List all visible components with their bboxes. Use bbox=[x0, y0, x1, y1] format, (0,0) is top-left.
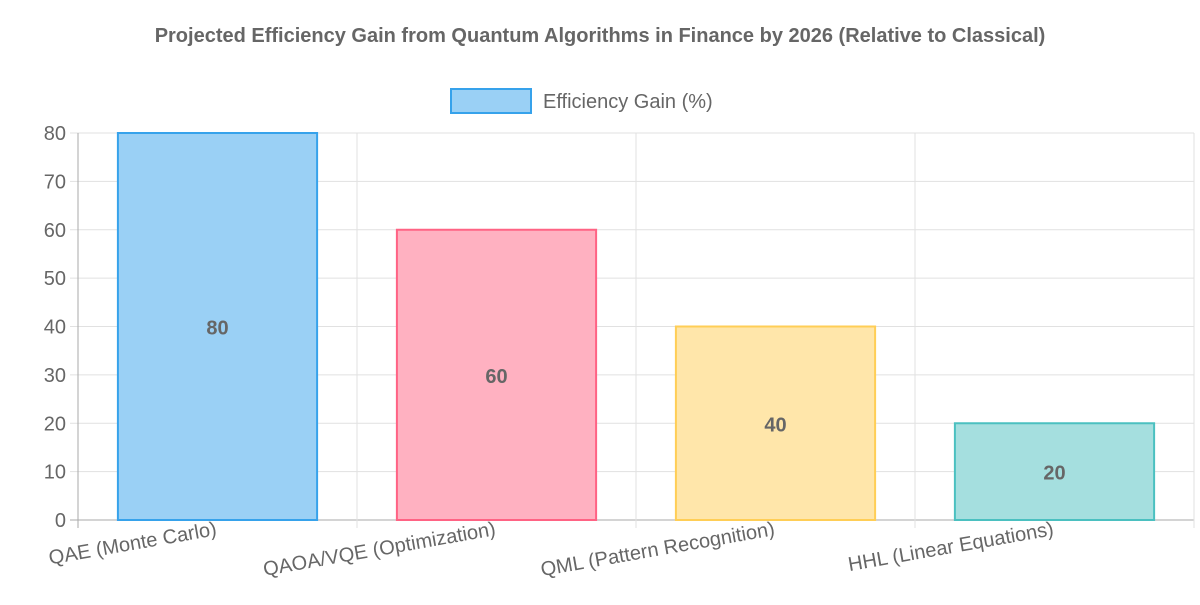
y-tick-label: 70 bbox=[44, 171, 66, 193]
legend[interactable]: Efficiency Gain (%) bbox=[450, 88, 713, 114]
data-label: 60 bbox=[485, 366, 507, 388]
bar bbox=[953, 422, 1156, 521]
x-tick-label: QML (Pattern Recognition) bbox=[539, 518, 776, 581]
y-tick-label: 50 bbox=[44, 268, 66, 290]
x-tick-label: QAE (Monte Carlo) bbox=[47, 518, 218, 569]
y-tick-label: 80 bbox=[44, 123, 66, 145]
x-tick-label: QAOA/VQE (Optimization) bbox=[262, 518, 498, 581]
bar bbox=[116, 132, 319, 521]
y-tick-label: 40 bbox=[44, 317, 66, 339]
chart-title: Projected Efficiency Gain from Quantum A… bbox=[155, 25, 1046, 47]
data-label: 20 bbox=[1043, 463, 1065, 485]
x-tick-label: HHL (Linear Equations) bbox=[846, 518, 1055, 576]
data-label: 80 bbox=[206, 318, 228, 340]
y-tick-label: 60 bbox=[44, 220, 66, 242]
y-tick-label: 30 bbox=[44, 365, 66, 387]
legend-swatch bbox=[450, 88, 532, 114]
bar bbox=[395, 228, 598, 521]
y-tick-label: 10 bbox=[44, 462, 66, 484]
bar bbox=[674, 325, 877, 521]
legend-label: Efficiency Gain (%) bbox=[543, 91, 713, 113]
y-tick-label: 0 bbox=[55, 510, 66, 532]
y-tick-label: 20 bbox=[44, 413, 66, 435]
data-label: 40 bbox=[764, 414, 786, 436]
